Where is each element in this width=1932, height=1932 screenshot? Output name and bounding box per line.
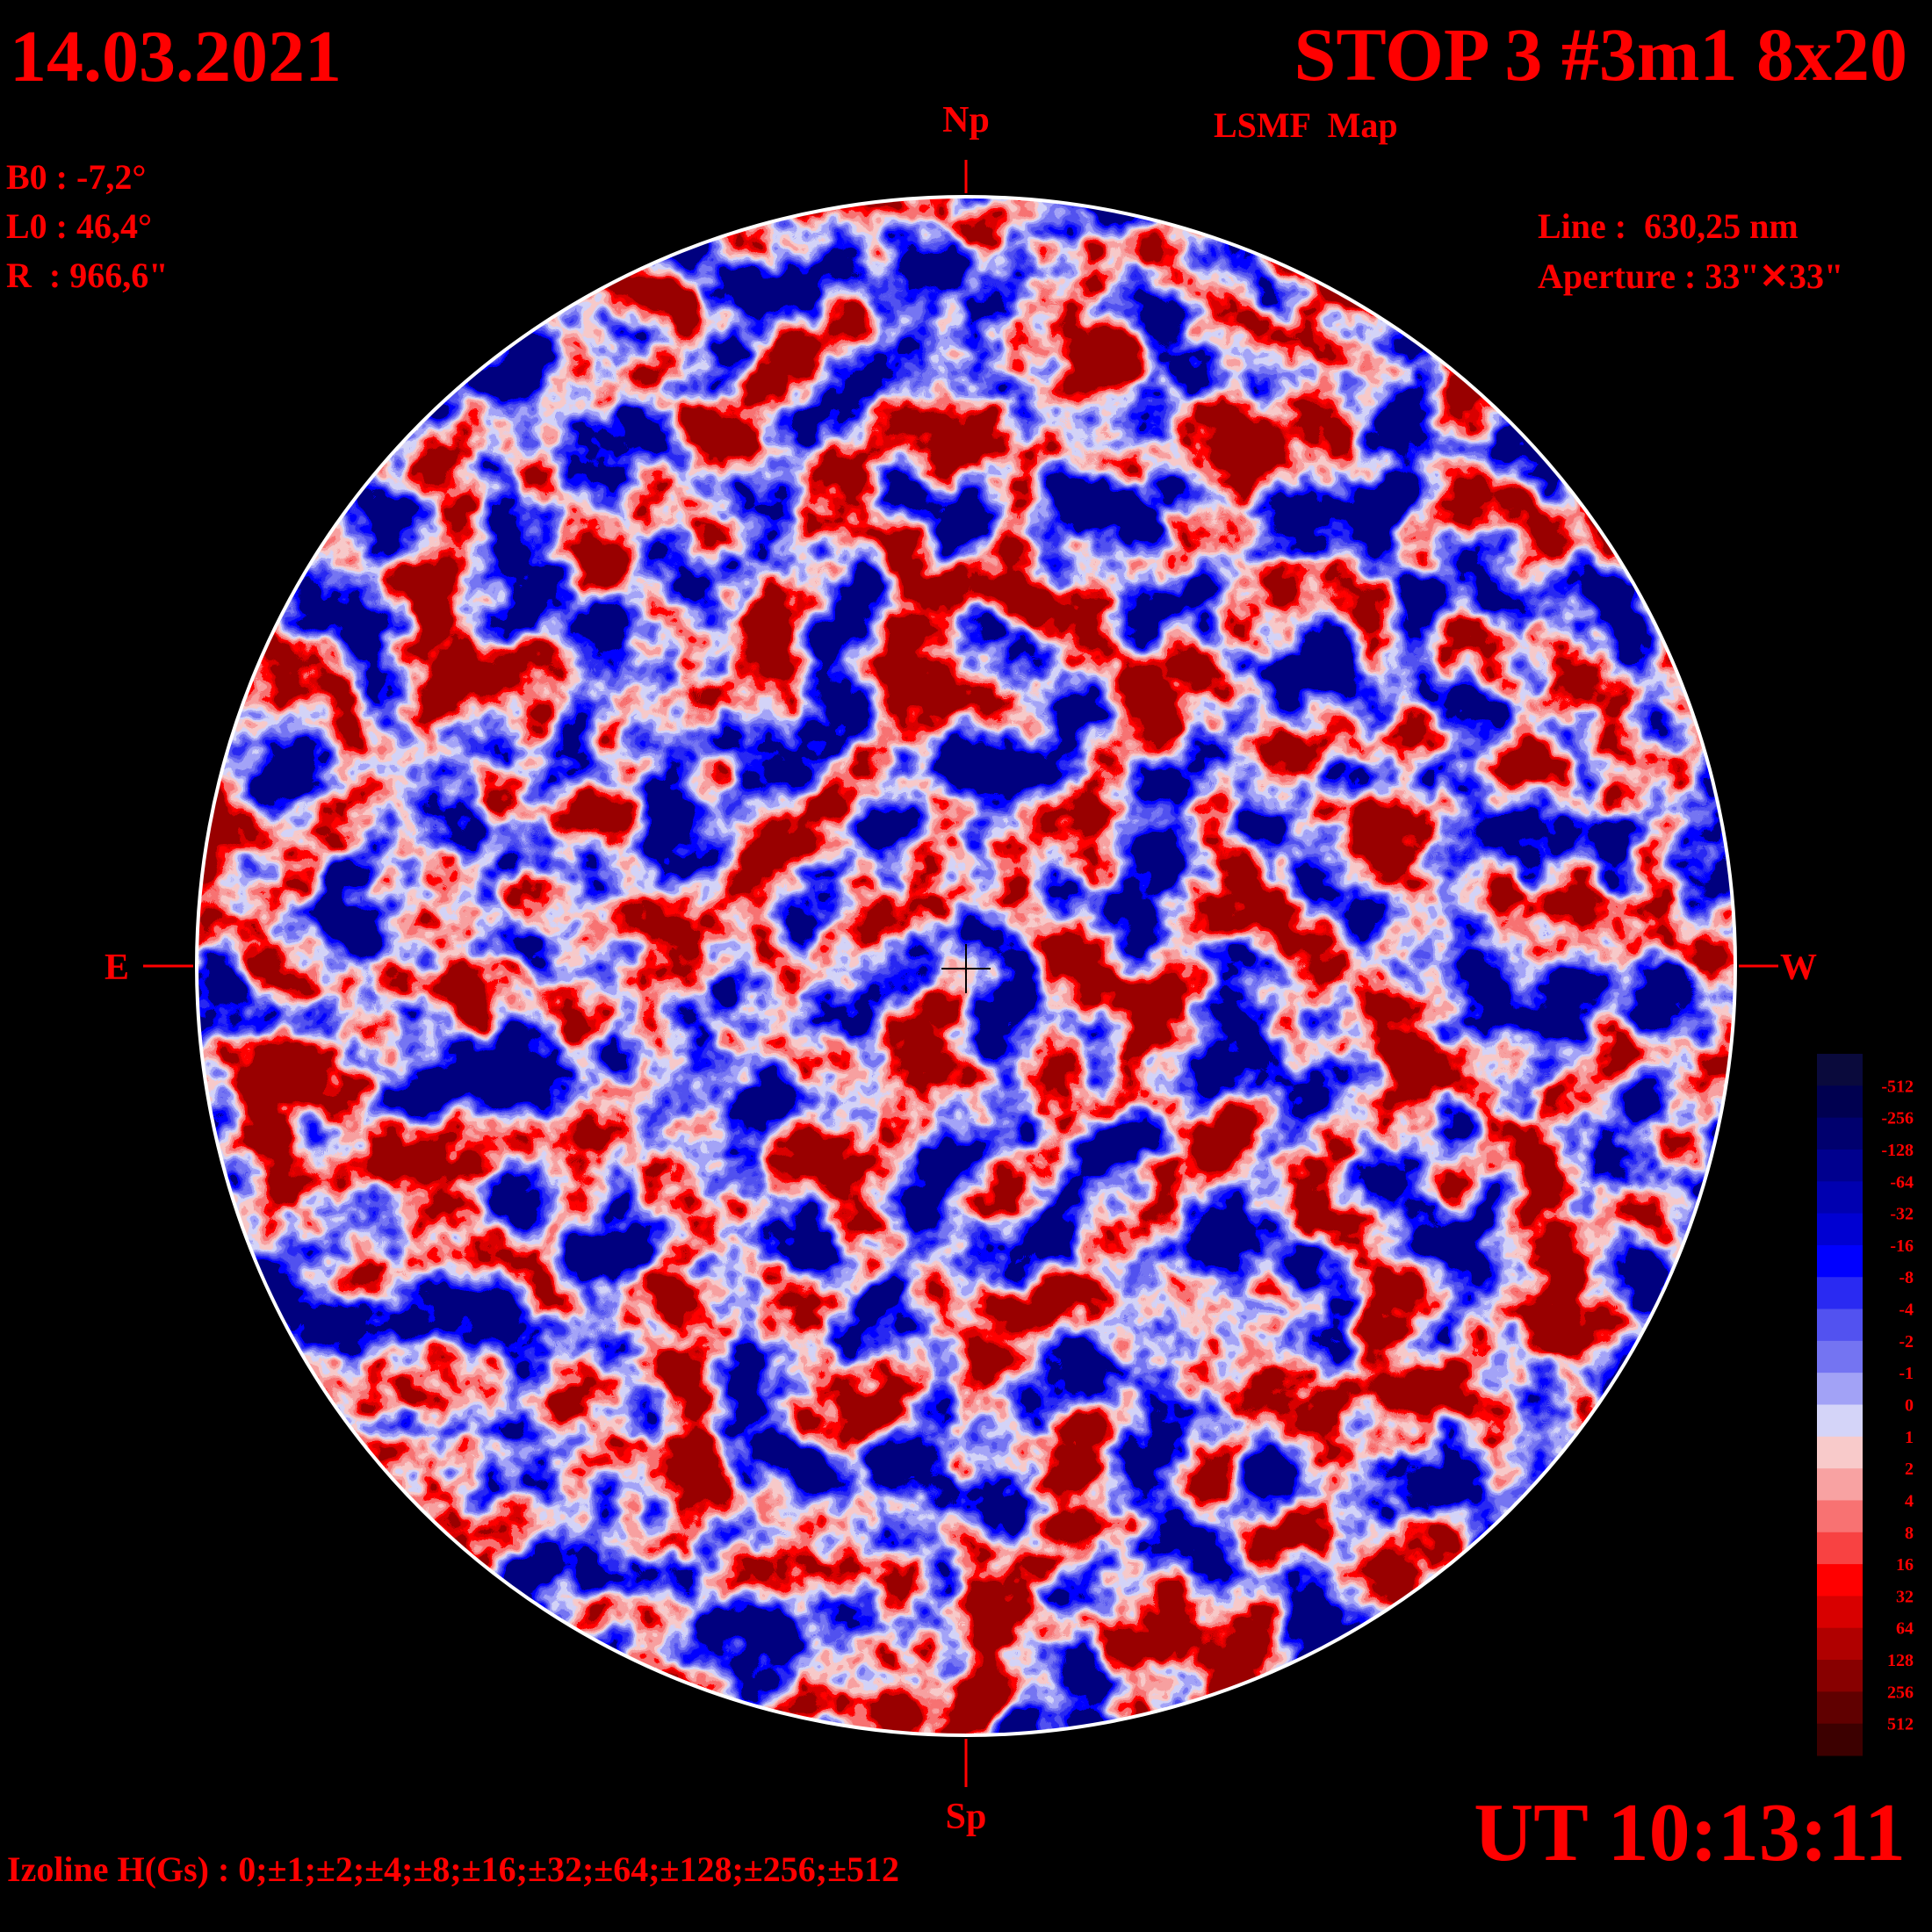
colorbar-label: -256 [1881,1109,1914,1128]
east-label: E [105,948,129,988]
colorbar-label: 2 [1905,1460,1914,1479]
colorbar-swatch [1817,1500,1863,1533]
instrument: Line : 630,25 nm [1538,206,1799,246]
colorbar-swatch [1817,1085,1863,1119]
colorbar-label: -512 [1881,1077,1914,1096]
colorbar-swatch [1817,1404,1863,1438]
colorbar-swatch [1817,1660,1863,1692]
colorbar-swatch [1817,1117,1863,1150]
colorbar-label: 128 [1887,1651,1914,1670]
colorbar-swatch [1817,1436,1863,1469]
colorbar-swatch [1817,1181,1863,1215]
colorbar-label: -4 [1899,1301,1914,1320]
colorbar-label: -64 [1890,1172,1914,1192]
colorbar-label: 32 [1896,1587,1914,1606]
izoline: Izoline H(Gs) : 0;±1;±2;±4;±8;±16;±32;±6… [7,1849,899,1889]
colorbar-swatch [1817,1149,1863,1182]
colorbar-label: 8 [1905,1524,1914,1543]
colorbar-swatch [1817,1054,1863,1086]
colorbar-swatch [1817,1213,1863,1246]
colorbar-label: -128 [1881,1141,1914,1160]
center-cross [941,944,991,993]
colorbar: -512 -256 -128 -64 -32 -16 -8 -4 -2 -1 0 1 2 4 8 16 32 64… [1817,1054,1914,1756]
colorbar-swatch [1817,1627,1863,1661]
param: R : 966,6" [6,256,168,295]
colorbar-label: 16 [1896,1555,1914,1575]
disk-limb [195,195,1737,1737]
colorbar-swatch [1817,1340,1863,1373]
date: 14.03.2021 [10,16,342,97]
south-label: Sp [946,1797,987,1837]
colorbar-swatch [1817,1564,1863,1597]
colorbar-label: 512 [1887,1715,1914,1734]
colorbar-label: -16 [1890,1236,1914,1256]
param: L0 : 46,4° [6,206,152,246]
colorbar-label: 0 [1905,1396,1914,1416]
time: UT 10:13:11 [1474,1787,1906,1878]
colorbar-swatch [1817,1277,1863,1310]
colorbar-label: -2 [1899,1332,1914,1352]
colorbar-swatch [1817,1691,1863,1725]
colorbar-swatch [1817,1723,1863,1756]
colorbar-label: 4 [1905,1491,1914,1510]
colorbar-label: 64 [1896,1619,1914,1639]
colorbar-label: 1 [1905,1428,1914,1447]
colorbar-label: -8 [1899,1268,1914,1287]
colorbar-swatch [1817,1596,1863,1629]
colorbar-swatch [1817,1308,1863,1342]
direction-ticks [143,160,1778,1787]
colorbar-label: -32 [1890,1205,1914,1224]
title: STOP 3 #3m1 8x20 [1294,12,1907,97]
colorbar-swatch [1817,1244,1863,1278]
colorbar-label: 256 [1887,1683,1914,1702]
colorbar-swatch [1817,1373,1863,1405]
west-label: W [1780,948,1817,988]
colorbar-swatch [1817,1468,1863,1501]
north-label: Np [942,100,990,141]
subtitle: LSMF Map [1214,105,1398,145]
colorbar-swatch [1817,1532,1863,1565]
instrument: Aperture : 33"✕33" [1538,256,1843,296]
colorbar-label: -1 [1899,1364,1914,1383]
param: B0 : -7,2° [6,157,146,197]
